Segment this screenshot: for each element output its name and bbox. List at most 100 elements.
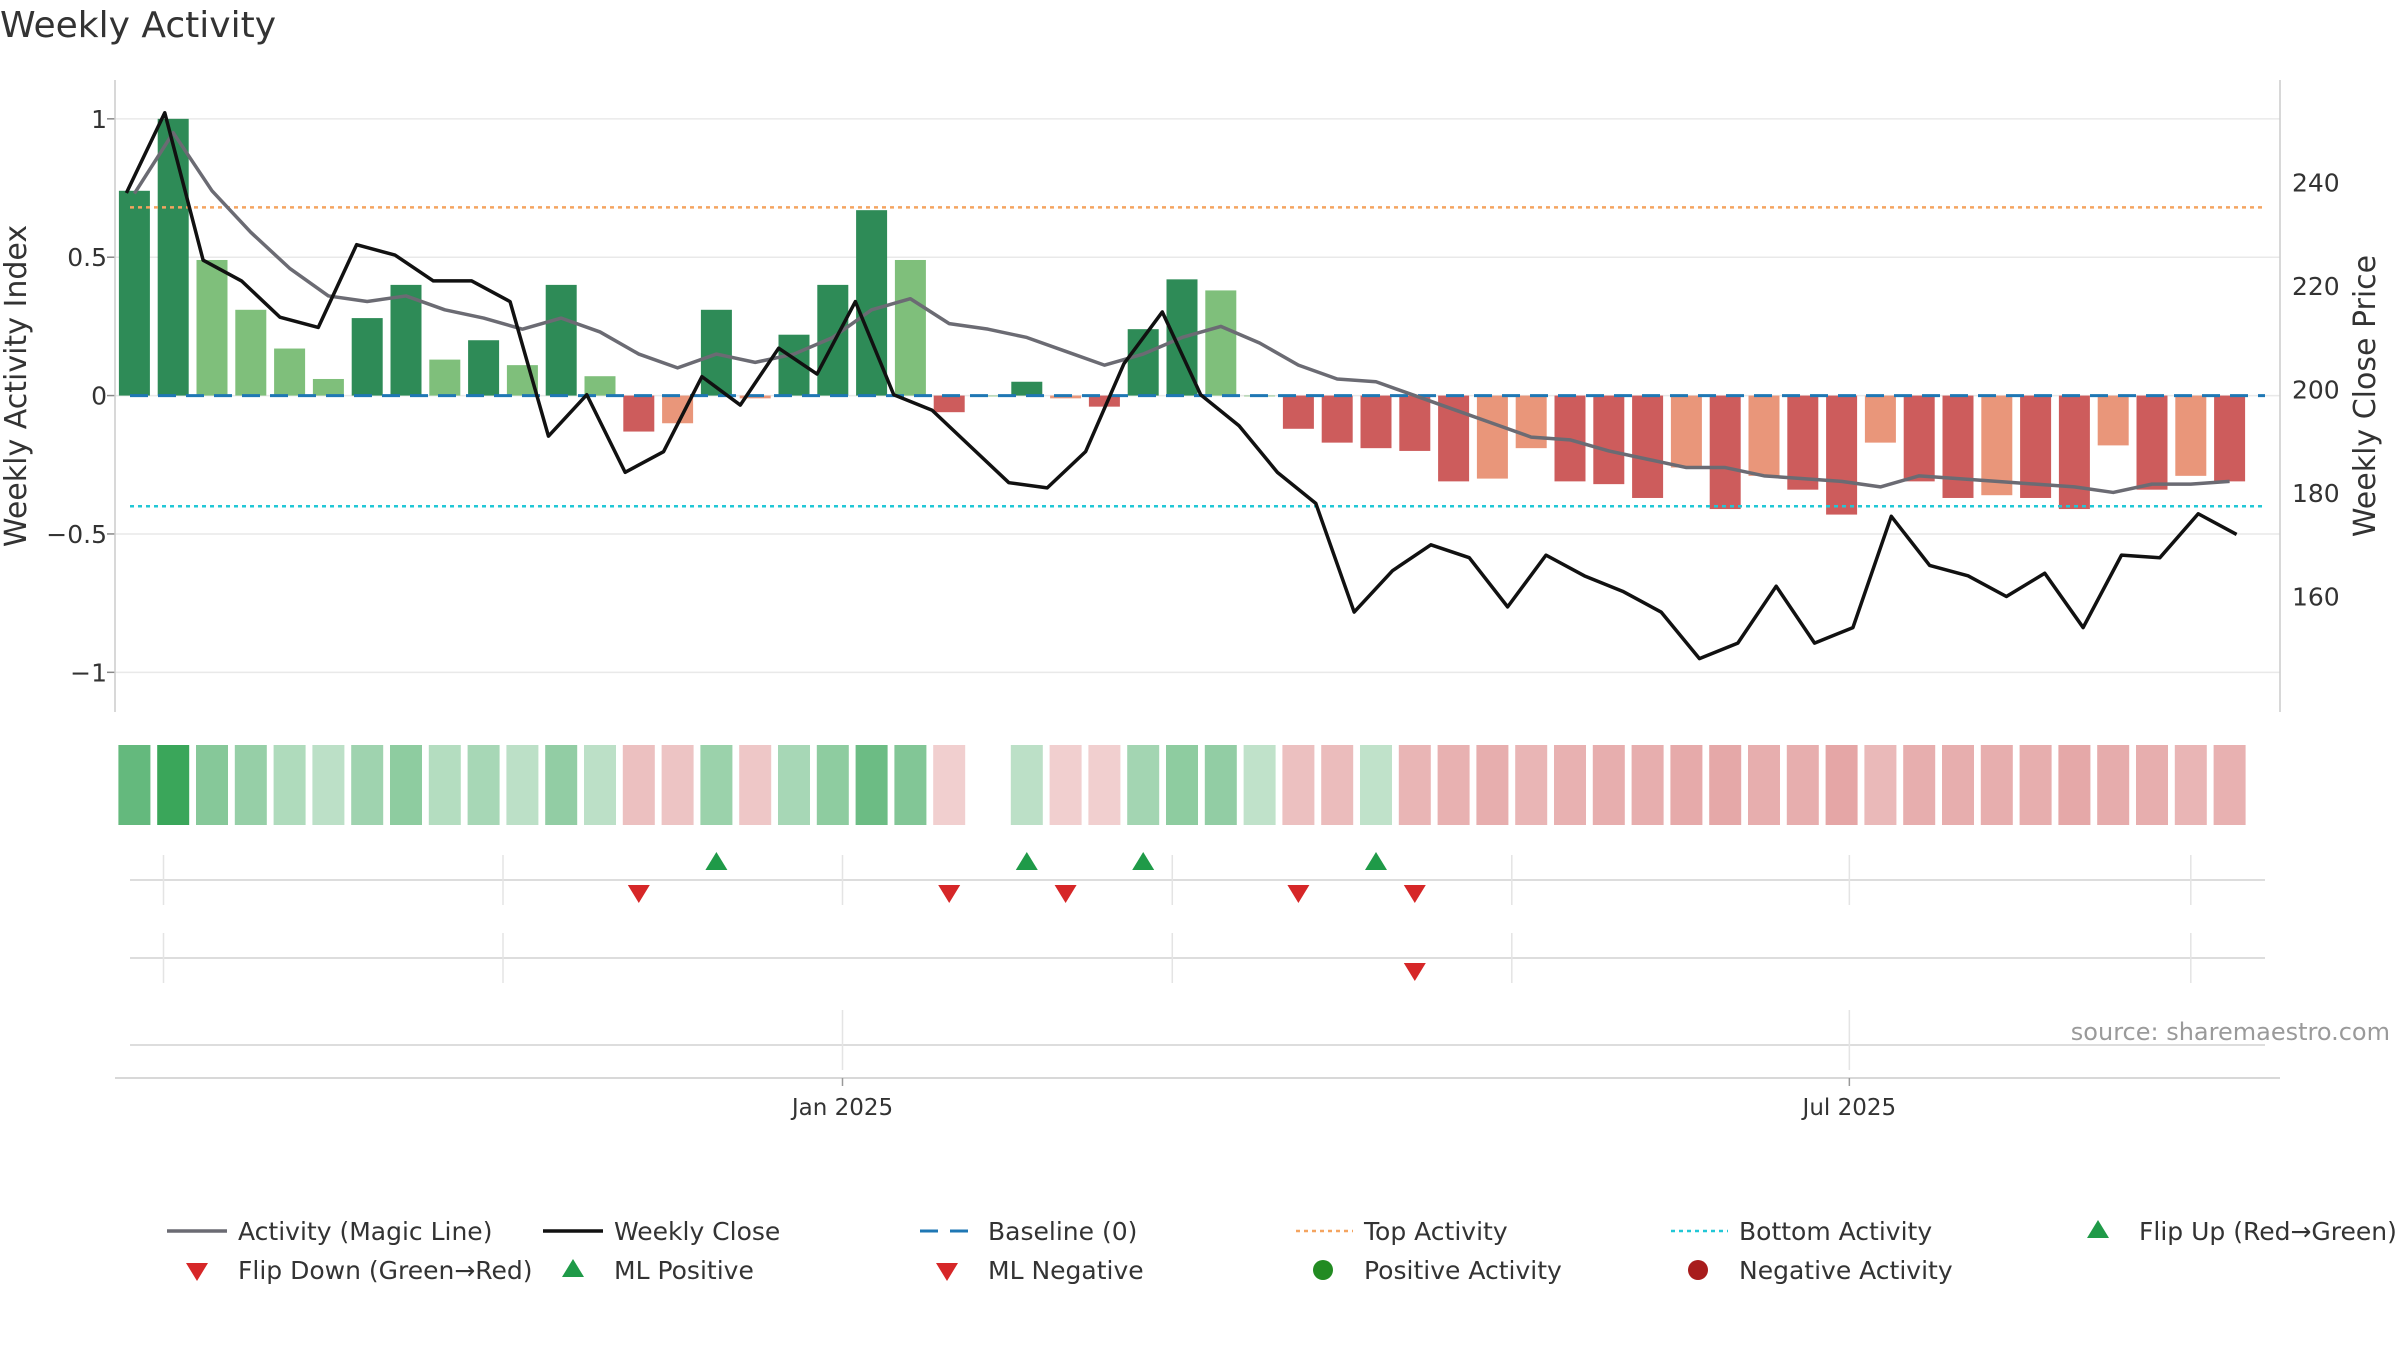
legend-label: Bottom Activity [1739, 1217, 1932, 1246]
y-tick-label-right: 180 [2292, 479, 2340, 508]
activity-shade-cell [157, 745, 190, 825]
legend-swatch [2087, 1220, 2109, 1238]
activity-shade-cell [2174, 745, 2207, 825]
y-tick-label-left: −0.5 [46, 520, 107, 549]
activity-shade-cell [1127, 745, 1160, 825]
activity-bar [2097, 395, 2129, 446]
activity-bar [894, 259, 926, 396]
flip-up-marker [1015, 852, 1038, 870]
activity-shade-cell [1786, 745, 1819, 825]
source-credit: source: sharemaestro.com [2071, 1018, 2390, 1046]
activity-shade-cell [1903, 745, 1936, 825]
activity-shade-cell [1825, 745, 1858, 825]
y-tick-label-left: −1 [70, 658, 107, 687]
y-axis-label-right: Weekly Close Price [2348, 255, 2383, 537]
activity-bar [1088, 395, 1120, 407]
activity-bar [1942, 395, 1974, 498]
activity-bar [1826, 395, 1858, 515]
legend-label: ML Negative [988, 1256, 1144, 1285]
legend-swatch [1313, 1260, 1333, 1280]
activity-shade-cell [2058, 745, 2091, 825]
activity-shade-cell [1631, 745, 1664, 825]
activity-shade-cell [933, 745, 966, 825]
activity-shade-cell [1243, 745, 1276, 825]
activity-shade-cell [855, 745, 888, 825]
activity-bar [2058, 395, 2090, 510]
activity-shade-cell [273, 745, 306, 825]
activity-bar [1011, 381, 1043, 396]
legend-label: Activity (Magic Line) [238, 1217, 492, 1246]
activity-shade-cell [1204, 745, 1237, 825]
activity-bar [1321, 395, 1353, 443]
activity-shade-cell [1980, 745, 2013, 825]
activity-shade-cell [584, 745, 616, 825]
activity-shade-cell [622, 745, 655, 825]
activity-shade-cell [467, 745, 500, 825]
activity-bar [1864, 395, 1896, 443]
activity-bar [1903, 395, 1935, 482]
activity-bar [1593, 395, 1625, 485]
activity-bar [1981, 395, 2013, 496]
activity-bar [196, 259, 228, 396]
activity-shade-cell [1398, 745, 1431, 825]
activity-shade-cell [1437, 745, 1470, 825]
flip-up-marker [705, 852, 728, 870]
y-tick-label-right: 200 [2292, 376, 2340, 405]
activity-bar [390, 284, 422, 396]
flip-down-marker [1054, 885, 1077, 903]
legend-label: Flip Up (Red→Green) [2139, 1217, 2397, 1246]
y-tick-label-left: 1 [91, 105, 107, 134]
activity-bar [584, 376, 616, 396]
weekly-close-line [124, 111, 2238, 661]
activity-shade-cell [351, 745, 384, 825]
activity-bar [1205, 290, 1237, 396]
activity-bar [468, 340, 500, 396]
activity-shade-cell [1010, 745, 1043, 825]
legend-swatch [936, 1263, 958, 1281]
legend-label: Negative Activity [1739, 1256, 1953, 1285]
activity-shade-cell [2097, 745, 2130, 825]
activity-bar [157, 118, 189, 396]
activity-shade-cell [1554, 745, 1586, 825]
y-axis-label-left: Weekly Activity Index [0, 225, 34, 547]
activity-shade-cell [390, 745, 422, 825]
flip-down-marker [627, 885, 650, 903]
activity-shade-cell [1515, 745, 1548, 825]
activity-shade-cell [1360, 745, 1392, 825]
activity-bar [1709, 395, 1741, 510]
activity-bar [2136, 395, 2168, 490]
activity-shade-cell [1942, 745, 1974, 825]
activity-shade-cell [1321, 745, 1354, 825]
activity-shade-cell [1864, 745, 1897, 825]
activity-shade-cell [739, 745, 772, 825]
activity-shade-cell [1476, 745, 1509, 825]
activity-bar [1748, 395, 1780, 476]
activity-bar [2214, 395, 2246, 482]
activity-shade-cell [234, 745, 267, 825]
activity-shade-cell [118, 745, 151, 825]
magic-line [132, 130, 2230, 495]
activity-bar [351, 318, 383, 396]
activity-shade-cell [816, 745, 849, 825]
activity-bar [1515, 395, 1547, 449]
activity-bar [274, 348, 306, 396]
activity-bar [2020, 395, 2052, 498]
activity-shade-cell [2019, 745, 2052, 825]
x-tick-label: Jan 2025 [790, 1095, 893, 1121]
activity-bar [1670, 395, 1702, 468]
flip-down-marker [1403, 885, 1426, 903]
activity-bar [1360, 395, 1392, 449]
legend-label: ML Positive [614, 1256, 754, 1285]
y-tick-label-left: 0.5 [67, 243, 107, 272]
activity-bar [1632, 395, 1664, 498]
activity-bar [545, 284, 577, 396]
activity-bar [429, 359, 461, 396]
activity-bar [1282, 395, 1314, 429]
activity-shade-cell [1709, 745, 1742, 825]
legend-label: Positive Activity [1364, 1256, 1562, 1285]
flip-down-marker [1287, 885, 1310, 903]
y-tick-label-right: 160 [2292, 583, 2340, 612]
legend-swatch [1688, 1260, 1708, 1280]
legend-swatch [186, 1263, 208, 1281]
